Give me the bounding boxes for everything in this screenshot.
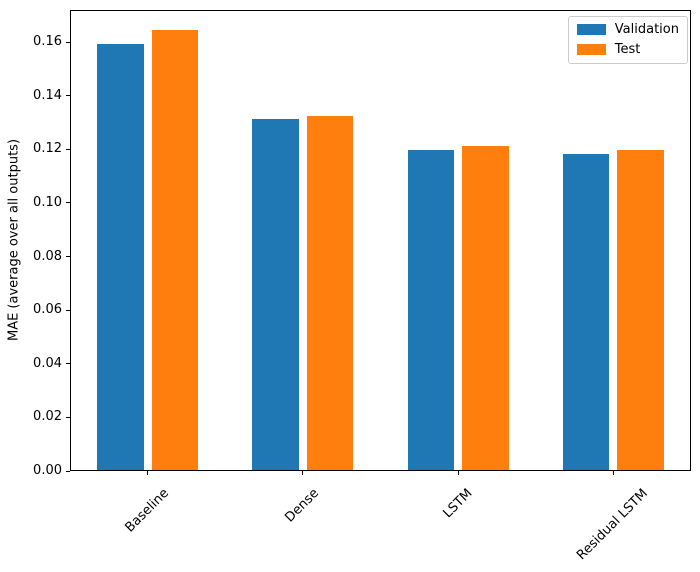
legend-label: Test	[614, 42, 641, 57]
y-tick-mark	[66, 148, 70, 150]
y-tick-mark	[66, 470, 70, 472]
legend-item: Test	[576, 42, 679, 57]
bar-test-residual-lstm	[617, 149, 664, 470]
y-tick-mark	[66, 41, 70, 43]
y-tick-mark	[66, 416, 70, 418]
x-tick-label: LSTM	[440, 486, 476, 522]
x-tick-mark	[457, 471, 459, 475]
y-tick-label: 0.02	[33, 409, 62, 425]
x-tick-mark	[302, 471, 304, 475]
y-tick-label: 0.08	[33, 248, 62, 264]
y-tick-label: 0.16	[33, 34, 62, 50]
x-tick-mark	[612, 471, 614, 475]
y-tick-mark	[66, 202, 70, 204]
y-tick-label: 0.06	[33, 302, 62, 318]
y-tick-label: 0.10	[33, 194, 62, 210]
bar-validation-baseline	[97, 43, 144, 470]
y-tick-label: 0.14	[33, 87, 62, 103]
x-tick-label: Baseline	[122, 485, 173, 536]
x-tick-mark	[147, 471, 149, 475]
bar-test-dense	[306, 116, 354, 470]
y-tick-mark	[66, 363, 70, 365]
bar-validation-lstm	[407, 149, 455, 470]
plot-area: Validation Test	[70, 10, 691, 471]
y-tick-label: 0.12	[33, 141, 62, 157]
bar-validation-dense	[252, 118, 299, 470]
bar-validation-residual-lstm	[562, 153, 610, 470]
legend-label: Validation	[614, 22, 679, 37]
y-tick-label: 0.04	[33, 355, 62, 371]
y-tick-mark	[66, 309, 70, 311]
bar-test-baseline	[151, 30, 199, 470]
legend-item: Validation	[576, 22, 679, 37]
legend-swatch-validation	[576, 24, 606, 35]
y-tick-mark	[66, 256, 70, 258]
x-tick-label: Residual LSTM	[574, 486, 652, 563]
legend: Validation Test	[567, 16, 688, 64]
y-tick-label: 0.00	[33, 463, 62, 478]
legend-swatch-test	[576, 44, 606, 55]
x-tick-label: Dense	[282, 485, 323, 526]
y-tick-mark	[66, 95, 70, 97]
bar-test-lstm	[462, 145, 509, 470]
